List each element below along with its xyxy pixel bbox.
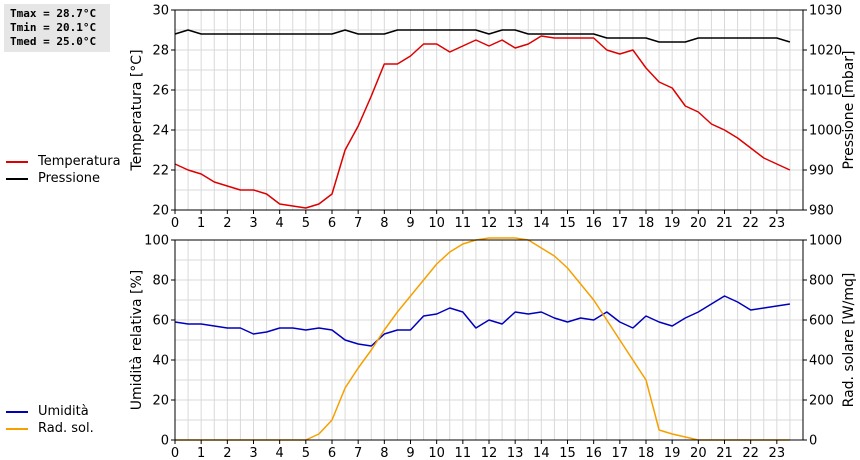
y-left-tick-label: 30 xyxy=(152,4,169,19)
legend-label-pressione: Pressione xyxy=(38,171,101,186)
x-tick-label: 4 xyxy=(276,446,284,460)
x-tick-label: 20 xyxy=(690,216,707,231)
y-left-tick-label: 28 xyxy=(152,44,169,59)
stat-tmax: Tmax = 28.7°C xyxy=(10,7,97,20)
x-tick-label: 21 xyxy=(716,216,733,231)
y-right-tick-label: 1000 xyxy=(809,124,842,139)
y-left-axis-label: Umidità relativa [%] xyxy=(129,270,145,411)
x-tick-label: 3 xyxy=(249,216,257,231)
stats-box: Tmax = 28.7°C Tmin = 20.1°C Tmed = 25.0°… xyxy=(4,4,110,52)
x-tick-label: 5 xyxy=(302,216,310,231)
x-tick-label: 18 xyxy=(638,216,655,231)
x-tick-label: 12 xyxy=(481,216,498,231)
x-tick-label: 22 xyxy=(742,216,759,231)
x-tick-label: 7 xyxy=(354,446,362,460)
y-right-tick-label: 400 xyxy=(809,354,834,369)
legend-top: Temperatura Pressione xyxy=(6,153,121,187)
legend-label-temperatura: Temperatura xyxy=(38,154,121,169)
x-tick-label: 13 xyxy=(507,446,524,460)
x-tick-label: 19 xyxy=(664,216,681,231)
x-tick-label: 5 xyxy=(302,446,310,460)
x-tick-label: 7 xyxy=(354,216,362,231)
x-tick-label: 9 xyxy=(406,216,414,231)
y-left-tick-label: 20 xyxy=(152,394,169,409)
y-left-tick-label: 0 xyxy=(161,434,169,449)
y-right-tick-label: 1010 xyxy=(809,84,842,99)
x-tick-label: 21 xyxy=(716,446,733,460)
x-tick-label: 4 xyxy=(276,216,284,231)
series-line-umidit- xyxy=(174,295,791,347)
x-tick-label: 13 xyxy=(507,216,524,231)
x-tick-label: 14 xyxy=(533,216,550,231)
x-tick-label: 16 xyxy=(585,216,602,231)
y-right-tick-label: 800 xyxy=(809,274,834,289)
y-right-tick-label: 0 xyxy=(809,434,817,449)
y-left-tick-label: 60 xyxy=(152,314,169,329)
stat-tmin: Tmin = 20.1°C xyxy=(10,21,97,34)
legend-swatch-umidita xyxy=(6,410,28,413)
legend-item-rad-sol: Rad. sol. xyxy=(6,420,94,437)
x-tick-label: 23 xyxy=(769,216,786,231)
y-left-tick-label: 80 xyxy=(152,274,169,289)
y-left-tick-label: 26 xyxy=(152,84,169,99)
y-right-tick-label: 1030 xyxy=(809,4,842,19)
x-tick-label: 23 xyxy=(769,446,786,460)
legend-item-pressione: Pressione xyxy=(6,170,121,187)
x-tick-label: 6 xyxy=(328,446,336,460)
y-right-tick-label: 600 xyxy=(809,314,834,329)
y-right-tick-label: 1000 xyxy=(809,234,842,249)
y-left-tick-label: 20 xyxy=(152,204,169,219)
x-tick-label: 15 xyxy=(559,446,576,460)
x-tick-label: 10 xyxy=(428,446,445,460)
series-line-rad-sol- xyxy=(175,237,790,441)
x-tick-label: 22 xyxy=(742,446,759,460)
y-left-tick-label: 24 xyxy=(152,124,169,139)
legend-swatch-pressione xyxy=(6,177,28,180)
x-tick-label: 16 xyxy=(585,446,602,460)
legend-item-umidita: Umidità xyxy=(6,403,94,420)
x-tick-label: 12 xyxy=(481,446,498,460)
x-tick-label: 1 xyxy=(197,216,205,231)
series-line-temperatura xyxy=(174,35,791,209)
y-left-tick-label: 22 xyxy=(152,164,169,179)
y-right-axis-label: Rad. solare [W/mq] xyxy=(841,273,857,408)
stat-tmed: Tmed = 25.0°C xyxy=(10,35,97,48)
x-tick-label: 8 xyxy=(380,216,388,231)
x-tick-label: 3 xyxy=(249,446,257,460)
y-left-axis-label: Temperatura [°C] xyxy=(129,49,145,171)
y-right-axis-label: Pressione [mbar] xyxy=(841,50,857,169)
x-tick-label: 6 xyxy=(328,216,336,231)
x-tick-label: 17 xyxy=(612,446,629,460)
legend-label-rad-sol: Rad. sol. xyxy=(38,421,94,436)
x-tick-label: 19 xyxy=(664,446,681,460)
x-tick-label: 15 xyxy=(559,216,576,231)
x-tick-label: 18 xyxy=(638,446,655,460)
x-tick-label: 14 xyxy=(533,446,550,460)
y-right-tick-label: 200 xyxy=(809,394,834,409)
x-tick-label: 0 xyxy=(171,446,179,460)
legend-item-temperatura: Temperatura xyxy=(6,153,121,170)
series-line-pressione xyxy=(174,29,791,43)
x-tick-label: 10 xyxy=(428,216,445,231)
x-tick-label: 2 xyxy=(223,216,231,231)
x-tick-label: 20 xyxy=(690,446,707,460)
x-tick-label: 1 xyxy=(197,446,205,460)
x-tick-label: 8 xyxy=(380,446,388,460)
y-right-tick-label: 1020 xyxy=(809,44,842,59)
legend-bottom: Umidità Rad. sol. xyxy=(6,404,94,437)
legend-label-umidita: Umidità xyxy=(38,404,89,419)
y-right-tick-label: 980 xyxy=(809,204,834,219)
x-tick-label: 11 xyxy=(455,216,472,231)
y-left-tick-label: 40 xyxy=(152,354,169,369)
x-tick-label: 2 xyxy=(223,446,231,460)
x-tick-label: 11 xyxy=(455,446,472,460)
legend-swatch-rad-sol xyxy=(6,427,28,430)
y-right-tick-label: 990 xyxy=(809,164,834,179)
x-tick-label: 9 xyxy=(406,446,414,460)
x-tick-label: 17 xyxy=(612,216,629,231)
x-tick-label: 0 xyxy=(171,216,179,231)
legend-swatch-temperatura xyxy=(6,160,28,163)
y-left-tick-label: 100 xyxy=(144,234,169,249)
